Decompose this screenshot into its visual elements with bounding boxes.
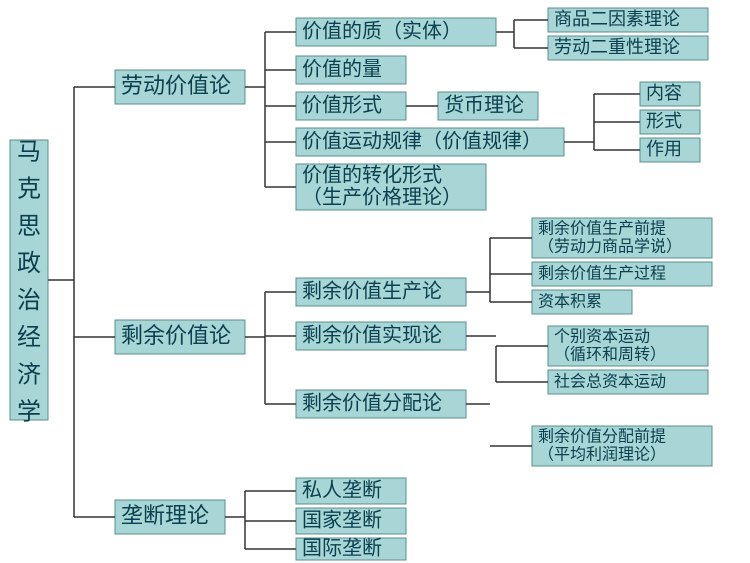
svg-text:价值运动规律（价值规律）: 价值运动规律（价值规律）: [302, 130, 542, 153]
svg-text:剩余价值分配前提: 剩余价值分配前提: [538, 427, 666, 446]
svg-text:商品二因素理论: 商品二因素理论: [554, 9, 680, 29]
level3-node: 劳动二重性理论: [548, 36, 708, 60]
level3-node: 形式: [640, 110, 700, 134]
svg-text:经: 经: [17, 324, 41, 351]
svg-text:劳动价值论: 劳动价值论: [121, 73, 231, 98]
svg-text:（循环和周转）: （循环和周转）: [554, 346, 666, 364]
level3-node: 作用: [640, 138, 700, 162]
bracket: [496, 20, 548, 48]
svg-text:国家垄断: 国家垄断: [302, 509, 382, 532]
level2-node: 剩余价值生产论: [296, 278, 466, 306]
bracket: [245, 292, 296, 404]
svg-text:价值的转化形式: 价值的转化形式: [302, 164, 442, 187]
level2-node: 剩余价值分配论: [296, 390, 466, 418]
level2-node: 价值形式: [296, 92, 406, 120]
svg-text:治: 治: [17, 287, 41, 314]
level3-node: 剩余价值生产过程: [532, 262, 712, 286]
svg-text:劳动二重性理论: 劳动二重性理论: [554, 37, 680, 57]
level2-node: 剩余价值实现论: [296, 322, 466, 350]
svg-text:价值形式: 价值形式: [302, 94, 382, 117]
bracket: [564, 94, 640, 150]
level2-node: 国际垄断: [296, 537, 406, 560]
svg-text:（生产价格理论）: （生产价格理论）: [302, 186, 462, 209]
svg-text:剩余价值实现论: 剩余价值实现论: [302, 324, 442, 347]
svg-text:价值的量: 价值的量: [302, 58, 382, 81]
level1-node: 垄断理论: [115, 500, 225, 534]
bracket: [466, 336, 548, 382]
svg-text:学: 学: [17, 399, 41, 426]
svg-text:政: 政: [17, 250, 41, 277]
svg-text:克: 克: [17, 176, 41, 203]
level3-node: 内容: [640, 82, 700, 106]
svg-text:个别资本运动: 个别资本运动: [554, 328, 650, 346]
svg-text:剩余价值生产前提: 剩余价值生产前提: [538, 219, 666, 238]
level3-node: 资本积累: [532, 290, 632, 314]
bracket: [225, 491, 296, 549]
svg-text:（平均利润理论）: （平均利润理论）: [538, 446, 666, 464]
level3-node: 商品二因素理论: [548, 8, 708, 32]
level2-node: 价值的质（实体）: [296, 18, 496, 46]
svg-text:形式: 形式: [646, 111, 682, 131]
svg-text:私人垄断: 私人垄断: [302, 479, 382, 502]
svg-text:货币理论: 货币理论: [444, 94, 524, 117]
svg-text:资本积累: 资本积累: [538, 293, 602, 311]
svg-text:马: 马: [17, 140, 41, 166]
level1-node: 剩余价值论: [115, 320, 245, 354]
level3-node: 剩余价值分配前提（平均利润理论）: [532, 426, 712, 466]
bracket: [466, 404, 532, 446]
svg-text:济: 济: [17, 361, 41, 388]
bracket: [245, 32, 296, 187]
svg-text:垄断理论: 垄断理论: [121, 503, 209, 528]
bracket: [48, 87, 115, 517]
level3-node: 社会总资本运动: [548, 370, 708, 394]
bracket: [466, 238, 532, 302]
svg-text:（劳动力商品学说）: （劳动力商品学说）: [538, 238, 682, 256]
svg-text:国际垄断: 国际垄断: [302, 537, 382, 560]
level3-node: 剩余价值生产前提（劳动力商品学说）: [532, 218, 712, 258]
svg-text:思: 思: [17, 214, 41, 240]
level2-node: 价值运动规律（价值规律）: [296, 128, 564, 156]
level1-node: 劳动价值论: [115, 70, 245, 104]
svg-text:社会总资本运动: 社会总资本运动: [554, 373, 666, 391]
level2-node: 价值的转化形式（生产价格理论）: [296, 164, 486, 210]
svg-text:作用: 作用: [646, 139, 682, 159]
level2-node: 私人垄断: [296, 478, 406, 504]
level3-node: 个别资本运动（循环和周转）: [548, 326, 708, 366]
svg-text:剩余价值分配论: 剩余价值分配论: [302, 392, 442, 415]
svg-text:剩余价值论: 剩余价值论: [121, 323, 231, 348]
svg-text:剩余价值生产论: 剩余价值生产论: [302, 280, 442, 303]
level3-node: 货币理论: [438, 92, 538, 120]
svg-text:剩余价值生产过程: 剩余价值生产过程: [538, 264, 666, 283]
level2-node: 价值的量: [296, 56, 406, 84]
svg-text:价值的质（实体）: 价值的质（实体）: [302, 20, 462, 43]
level2-node: 国家垄断: [296, 508, 406, 534]
svg-text:内容: 内容: [646, 83, 682, 103]
root-node: 马克思政治经济学: [10, 140, 48, 426]
